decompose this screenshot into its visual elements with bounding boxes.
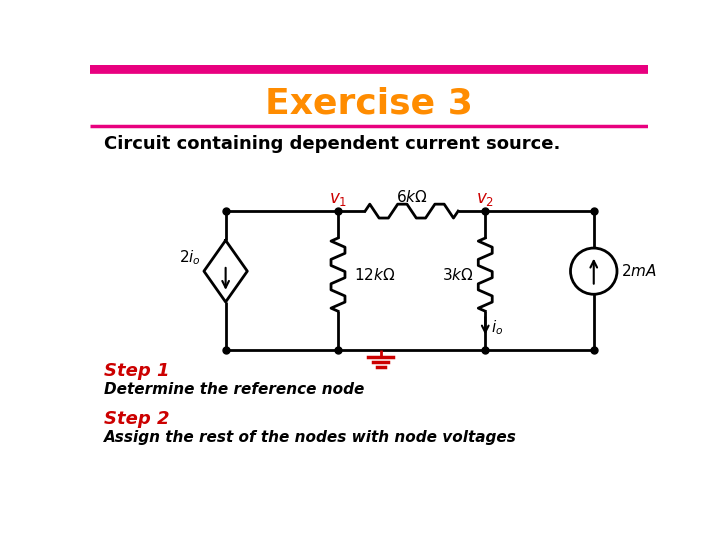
Text: $12k\Omega$: $12k\Omega$ <box>354 267 395 282</box>
Text: Determine the reference node: Determine the reference node <box>104 382 364 397</box>
Text: $6k\Omega$: $6k\Omega$ <box>396 189 428 205</box>
Text: Exercise 3: Exercise 3 <box>265 86 473 120</box>
Text: Assign the rest of the nodes with node voltages: Assign the rest of the nodes with node v… <box>104 430 517 445</box>
Text: $3k\Omega$: $3k\Omega$ <box>442 267 474 282</box>
Text: $i_o$: $i_o$ <box>492 318 504 337</box>
Text: $v_2$: $v_2$ <box>476 190 495 208</box>
Text: $2i_o$: $2i_o$ <box>179 248 201 267</box>
Text: Circuit containing dependent current source.: Circuit containing dependent current sou… <box>104 135 560 153</box>
Text: $v_1$: $v_1$ <box>329 190 347 208</box>
Text: Step 1: Step 1 <box>104 362 169 380</box>
Text: $2mA$: $2mA$ <box>621 263 657 279</box>
Text: Step 2: Step 2 <box>104 410 169 428</box>
